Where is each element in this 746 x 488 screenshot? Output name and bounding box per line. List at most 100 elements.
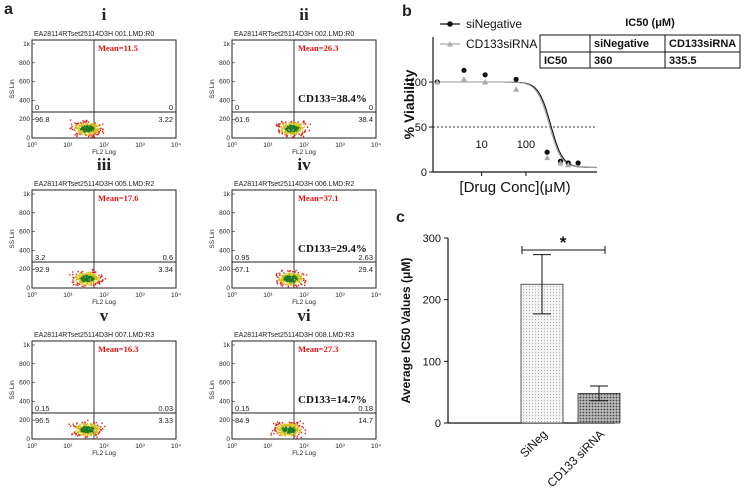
- flow-event-dot: [85, 122, 87, 125]
- flow-event-dot: [298, 425, 301, 427]
- flow-event-dot: [76, 124, 78, 127]
- flow-event-dot: [297, 131, 299, 133]
- flow-event-dot: [283, 431, 285, 434]
- flow-event-dot: [90, 279, 92, 281]
- flow-event-dot: [300, 282, 302, 285]
- flow-event-dot: [279, 274, 281, 276]
- flow-event-dot: [300, 275, 302, 278]
- flow-event-dot: [84, 279, 86, 281]
- flow-event-dot: [78, 424, 80, 427]
- flow-event-dot: [302, 135, 305, 138]
- flow-event-dot: [80, 129, 82, 131]
- flow-event-dot: [292, 123, 294, 125]
- flow-event-dot: [80, 429, 82, 431]
- flow-event-dot: [288, 122, 290, 124]
- flow-event-dot: [87, 276, 90, 278]
- flow-x-axis-label: FL2 Log: [292, 450, 316, 457]
- flow-mean-label: Mean=17.6: [98, 193, 139, 203]
- flow-event-dot: [286, 427, 288, 430]
- flow-event-dot: [302, 121, 304, 123]
- flow-event-dot: [90, 428, 93, 430]
- flow-y-axis-label: SS Lin: [9, 79, 16, 99]
- flow-event-dot: [85, 130, 87, 132]
- flow-event-dot: [95, 432, 97, 434]
- flow-event-dot: [79, 277, 81, 279]
- flow-event-dot: [294, 129, 297, 131]
- flow-event-dot: [86, 427, 88, 429]
- flow-event-dot: [288, 276, 290, 279]
- flow-x-tick: 10²: [99, 443, 109, 450]
- flow-event-dot: [77, 278, 79, 280]
- flow-event-dot: [282, 122, 284, 124]
- flow-event-dot: [80, 122, 82, 124]
- flow-event-dot: [291, 428, 293, 430]
- flow-event-dot: [287, 132, 289, 134]
- flow-event-dot: [287, 431, 289, 434]
- flow-event-dot: [93, 135, 95, 137]
- flow-event-dot: [101, 280, 103, 282]
- flow-event-dot: [289, 430, 291, 432]
- flow-event-dot: [82, 122, 84, 125]
- panel-label-c: c: [396, 209, 405, 226]
- flow-event-dot: [279, 278, 281, 280]
- flow-event-dot: [76, 276, 78, 278]
- flow-x-tick: 10⁰: [227, 442, 237, 450]
- flow-event-dot: [98, 274, 100, 276]
- flow-event-dot: [289, 422, 291, 424]
- flow-event-dot: [86, 436, 89, 438]
- flow-event-dot: [298, 277, 300, 279]
- flow-scatter-cloud: [275, 269, 308, 288]
- flow-event-dot: [90, 428, 92, 431]
- flow-event-dot: [88, 427, 91, 429]
- flow-event-dot: [281, 278, 283, 280]
- flow-event-dot: [85, 272, 88, 275]
- flow-event-dot: [87, 431, 89, 433]
- flow-event-dot: [276, 125, 279, 127]
- flow-event-dot: [84, 425, 86, 428]
- flow-scatter-cloud: [68, 419, 106, 439]
- flow-event-dot: [84, 277, 86, 279]
- flow-event-dot: [85, 432, 87, 434]
- flow-event-dot: [280, 130, 282, 132]
- flow-event-dot: [278, 279, 280, 281]
- flow-event-dot: [289, 281, 291, 283]
- curve-y-tick-label: 50: [415, 122, 427, 134]
- flow-quadrant-ur: 0.18: [358, 404, 373, 413]
- flow-event-dot: [281, 424, 283, 426]
- flow-event-dot: [278, 272, 281, 274]
- flow-event-dot: [89, 129, 91, 131]
- flow-event-dot: [290, 126, 293, 128]
- flow-event-dot: [70, 127, 72, 129]
- flow-event-dot: [79, 429, 81, 432]
- ic50-table-title: IC50 (μM): [625, 17, 675, 29]
- flow-event-dot: [290, 128, 292, 131]
- flow-event-dot: [93, 422, 95, 424]
- flow-event-dot: [291, 422, 293, 424]
- flow-event-dot: [93, 281, 95, 283]
- flow-event-dot: [92, 428, 94, 430]
- flow-event-dot: [304, 429, 307, 431]
- flow-event-dot: [308, 129, 310, 132]
- flow-event-dot: [290, 281, 292, 283]
- flow-event-dot: [291, 129, 293, 131]
- flow-event-dot: [92, 122, 94, 125]
- flow-event-dot: [89, 432, 91, 434]
- flow-event-dot: [85, 121, 87, 123]
- flow-event-dot: [290, 425, 292, 427]
- flow-event-dot: [292, 423, 294, 425]
- flow-scatter-cloud: [69, 119, 105, 138]
- flow-event-dot: [93, 430, 95, 432]
- flow-y-tick: 600: [19, 79, 30, 86]
- flow-event-dot: [294, 431, 297, 434]
- curve-point-CD133siRNA: [482, 79, 489, 85]
- flow-event-dot: [288, 127, 290, 129]
- flow-panel-header: EA28114RTset25114D3H 008.LMD:R3: [234, 332, 354, 339]
- flow-event-dot: [94, 275, 97, 278]
- flow-event-dot: [84, 434, 86, 436]
- flow-event-dot: [92, 124, 95, 126]
- flow-event-dot: [97, 282, 99, 284]
- flow-event-dot: [81, 430, 83, 433]
- flow-event-dot: [291, 424, 293, 427]
- flow-event-dot: [304, 432, 306, 435]
- ic50-table-header: CD133siRNA: [669, 38, 736, 50]
